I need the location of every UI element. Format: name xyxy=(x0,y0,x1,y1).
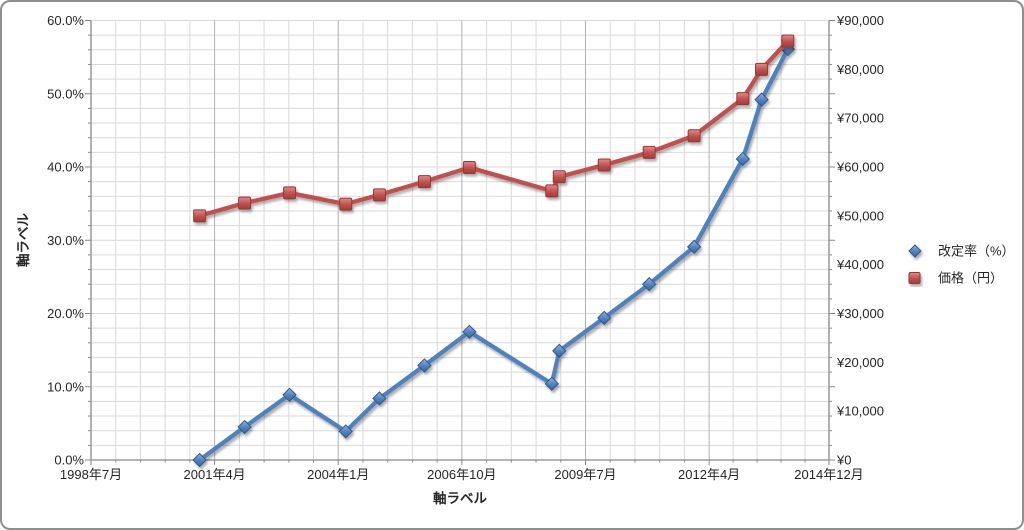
plot-series xyxy=(192,34,795,468)
axis-tick-labels: 0.0% 10.0% 20.0% 30.0% 40.0% 50.0% 60.0% ¥0 ¥10,… xyxy=(47,13,884,482)
data-point-marker[interactable] xyxy=(544,376,559,392)
y-axis-title: 軸ラベル xyxy=(15,213,31,267)
y-right-tick-label: ¥70,000 xyxy=(836,111,884,126)
data-point-marker[interactable] xyxy=(754,92,769,107)
y-right-tick-label: ¥20,000 xyxy=(836,355,884,370)
y-right-tick-label: ¥40,000 xyxy=(836,257,884,272)
data-point-marker[interactable] xyxy=(597,158,611,172)
data-point-marker[interactable] xyxy=(282,387,297,403)
x-tick-label: 2014年12月 xyxy=(794,467,863,482)
data-point-marker[interactable] xyxy=(686,239,702,255)
y-right-tick-label: ¥50,000 xyxy=(836,208,884,223)
data-point-marker[interactable] xyxy=(552,343,567,359)
y-right-tick-label: ¥10,000 xyxy=(836,404,884,419)
legend-item-price[interactable]: 価格（円） xyxy=(896,271,1003,286)
data-point-marker[interactable] xyxy=(417,175,431,189)
data-point-marker[interactable] xyxy=(642,145,656,159)
series-revision-rate xyxy=(192,41,795,468)
data-point-marker[interactable] xyxy=(237,419,252,435)
legend-label-price: 価格（円） xyxy=(938,271,1003,286)
data-point-marker[interactable] xyxy=(417,358,432,373)
data-point-marker[interactable] xyxy=(192,452,207,468)
data-point-marker[interactable] xyxy=(462,160,476,174)
legend-marker-square-icon xyxy=(908,272,921,284)
data-point-marker[interactable] xyxy=(781,34,795,48)
y-left-tick-label: 10.0% xyxy=(47,379,84,394)
y-left-tick-label: 40.0% xyxy=(47,160,84,175)
x-tick-label: 2006年10月 xyxy=(427,467,496,482)
x-tick-label: 2001年4月 xyxy=(184,467,246,482)
data-point-marker[interactable] xyxy=(735,151,751,167)
x-tick-label: 1998年7月 xyxy=(60,467,122,482)
data-point-marker[interactable] xyxy=(545,184,559,198)
data-point-marker[interactable] xyxy=(755,62,769,76)
x-tick-label: 2009年7月 xyxy=(554,467,616,482)
y-left-tick-label: 50.0% xyxy=(47,86,84,101)
y-right-tick-label: ¥30,000 xyxy=(836,306,884,321)
y-left-tick-label: 20.0% xyxy=(47,306,84,321)
data-point-marker[interactable] xyxy=(372,391,387,406)
y-right-tick-label: ¥60,000 xyxy=(836,160,884,175)
x-tick-label: 2012年4月 xyxy=(678,467,740,482)
data-point-marker[interactable] xyxy=(238,196,252,210)
series-price xyxy=(193,34,795,223)
legend-label-revision-rate: 改定率（%） xyxy=(938,244,1015,259)
data-point-marker[interactable] xyxy=(193,209,207,223)
gridlines xyxy=(91,20,829,460)
data-point-marker[interactable] xyxy=(736,92,750,106)
data-point-marker[interactable] xyxy=(687,129,701,143)
legend: 改定率（%） 価格（円） xyxy=(896,244,1015,286)
legend-item-revision-rate[interactable]: 改定率（%） xyxy=(896,244,1015,259)
y-right-tick-label: ¥80,000 xyxy=(836,62,884,77)
y-left-tick-label: 30.0% xyxy=(47,233,84,248)
data-point-marker[interactable] xyxy=(641,276,657,292)
x-axis-title: 軸ラベル xyxy=(433,490,487,506)
data-point-marker[interactable] xyxy=(339,197,353,211)
data-point-marker[interactable] xyxy=(597,310,612,326)
y-right-tick-label: ¥0 xyxy=(836,453,851,468)
data-point-marker[interactable] xyxy=(372,188,386,202)
data-point-marker[interactable] xyxy=(462,324,477,340)
y-left-tick-label: 60.0% xyxy=(47,13,84,28)
axes xyxy=(85,20,835,465)
data-point-marker[interactable] xyxy=(338,424,353,439)
x-tick-label: 2004年1月 xyxy=(307,467,369,482)
legend-marker-diamond-icon xyxy=(908,244,922,258)
y-right-tick-label: ¥90,000 xyxy=(836,13,884,28)
data-point-marker[interactable] xyxy=(283,186,297,200)
y-left-tick-label: 0.0% xyxy=(54,453,84,468)
data-point-marker[interactable] xyxy=(552,170,566,184)
